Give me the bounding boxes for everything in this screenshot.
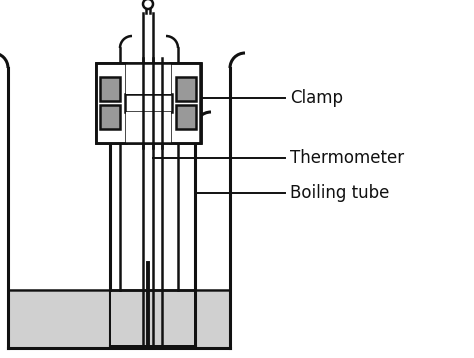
Bar — [100, 77, 120, 101]
Bar — [170, 63, 200, 143]
Bar — [125, 94, 172, 112]
Bar — [100, 105, 120, 129]
Text: Boiling tube: Boiling tube — [290, 184, 389, 202]
Bar — [96, 63, 126, 143]
Bar — [176, 105, 196, 129]
Bar — [9, 292, 229, 347]
Bar — [176, 77, 196, 101]
Bar — [126, 112, 171, 143]
Bar — [96, 63, 201, 143]
Bar — [96, 63, 201, 143]
Text: Thermometer: Thermometer — [290, 149, 404, 167]
Bar — [126, 63, 171, 94]
Bar — [111, 292, 194, 345]
Text: Clamp: Clamp — [290, 89, 343, 107]
